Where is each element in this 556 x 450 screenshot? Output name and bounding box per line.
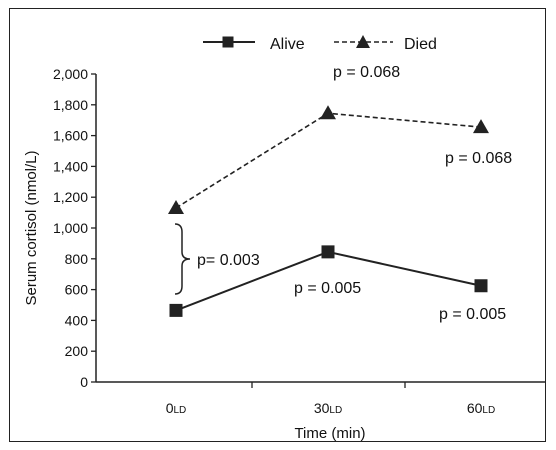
- significance-brace: [174, 223, 191, 295]
- series-alive: [169, 245, 488, 317]
- x-tick-label: 0LD: [166, 400, 187, 416]
- legend-died-marker: [356, 35, 370, 48]
- y-tick-label: 800: [65, 251, 89, 267]
- y-ticks: 0 200 400 600 800 1,000 1,200 1,400 1,600 1,800 2,…: [53, 66, 96, 390]
- annotation-alive-60: p = 0.005: [439, 306, 506, 323]
- died-line: [175, 112, 482, 209]
- chart-frame: [9, 8, 546, 442]
- y-tick-label: 2,000: [53, 66, 88, 82]
- died-point: [320, 105, 336, 120]
- series-died: [168, 105, 489, 214]
- axes: [95, 74, 546, 383]
- x-tick-label: 30LD: [314, 400, 342, 416]
- died-point: [168, 199, 184, 214]
- died-point: [473, 119, 489, 134]
- alive-point: [169, 303, 183, 317]
- y-tick-label: 1,800: [53, 97, 88, 113]
- alive-point: [321, 245, 335, 259]
- annotations: p = 0.068 p = 0.068 p = 0.005 p = 0.005 p= 0…: [174, 64, 512, 323]
- x-axis-title: Time (min): [294, 425, 365, 442]
- y-tick-label: 1,400: [53, 158, 88, 174]
- y-tick-label: 0: [80, 374, 88, 390]
- legend: Alive Died: [203, 35, 437, 53]
- annotation-died-60: p = 0.068: [445, 150, 512, 167]
- annotation-alive-30: p = 0.005: [294, 280, 361, 297]
- legend-alive-label: Alive: [270, 36, 305, 53]
- y-tick-label: 200: [65, 343, 89, 359]
- annotation-died-30: p = 0.068: [333, 64, 400, 81]
- y-tick-label: 1,000: [53, 220, 88, 236]
- alive-point: [474, 279, 488, 293]
- x-tick-label: 60LD: [467, 400, 495, 416]
- y-tick-label: 400: [65, 312, 89, 328]
- y-tick-label: 600: [65, 282, 89, 298]
- y-tick-label: 1,200: [53, 189, 88, 205]
- x-ticks: 0LD 30LD 60LD: [166, 382, 495, 416]
- annotation-bracket-0: p= 0.003: [197, 252, 260, 269]
- legend-died-label: Died: [404, 36, 437, 53]
- y-axis-title: Serum cortisol (nmol/L): [23, 150, 40, 305]
- legend-alive-marker: [222, 36, 234, 48]
- y-tick-label: 1,600: [53, 128, 88, 144]
